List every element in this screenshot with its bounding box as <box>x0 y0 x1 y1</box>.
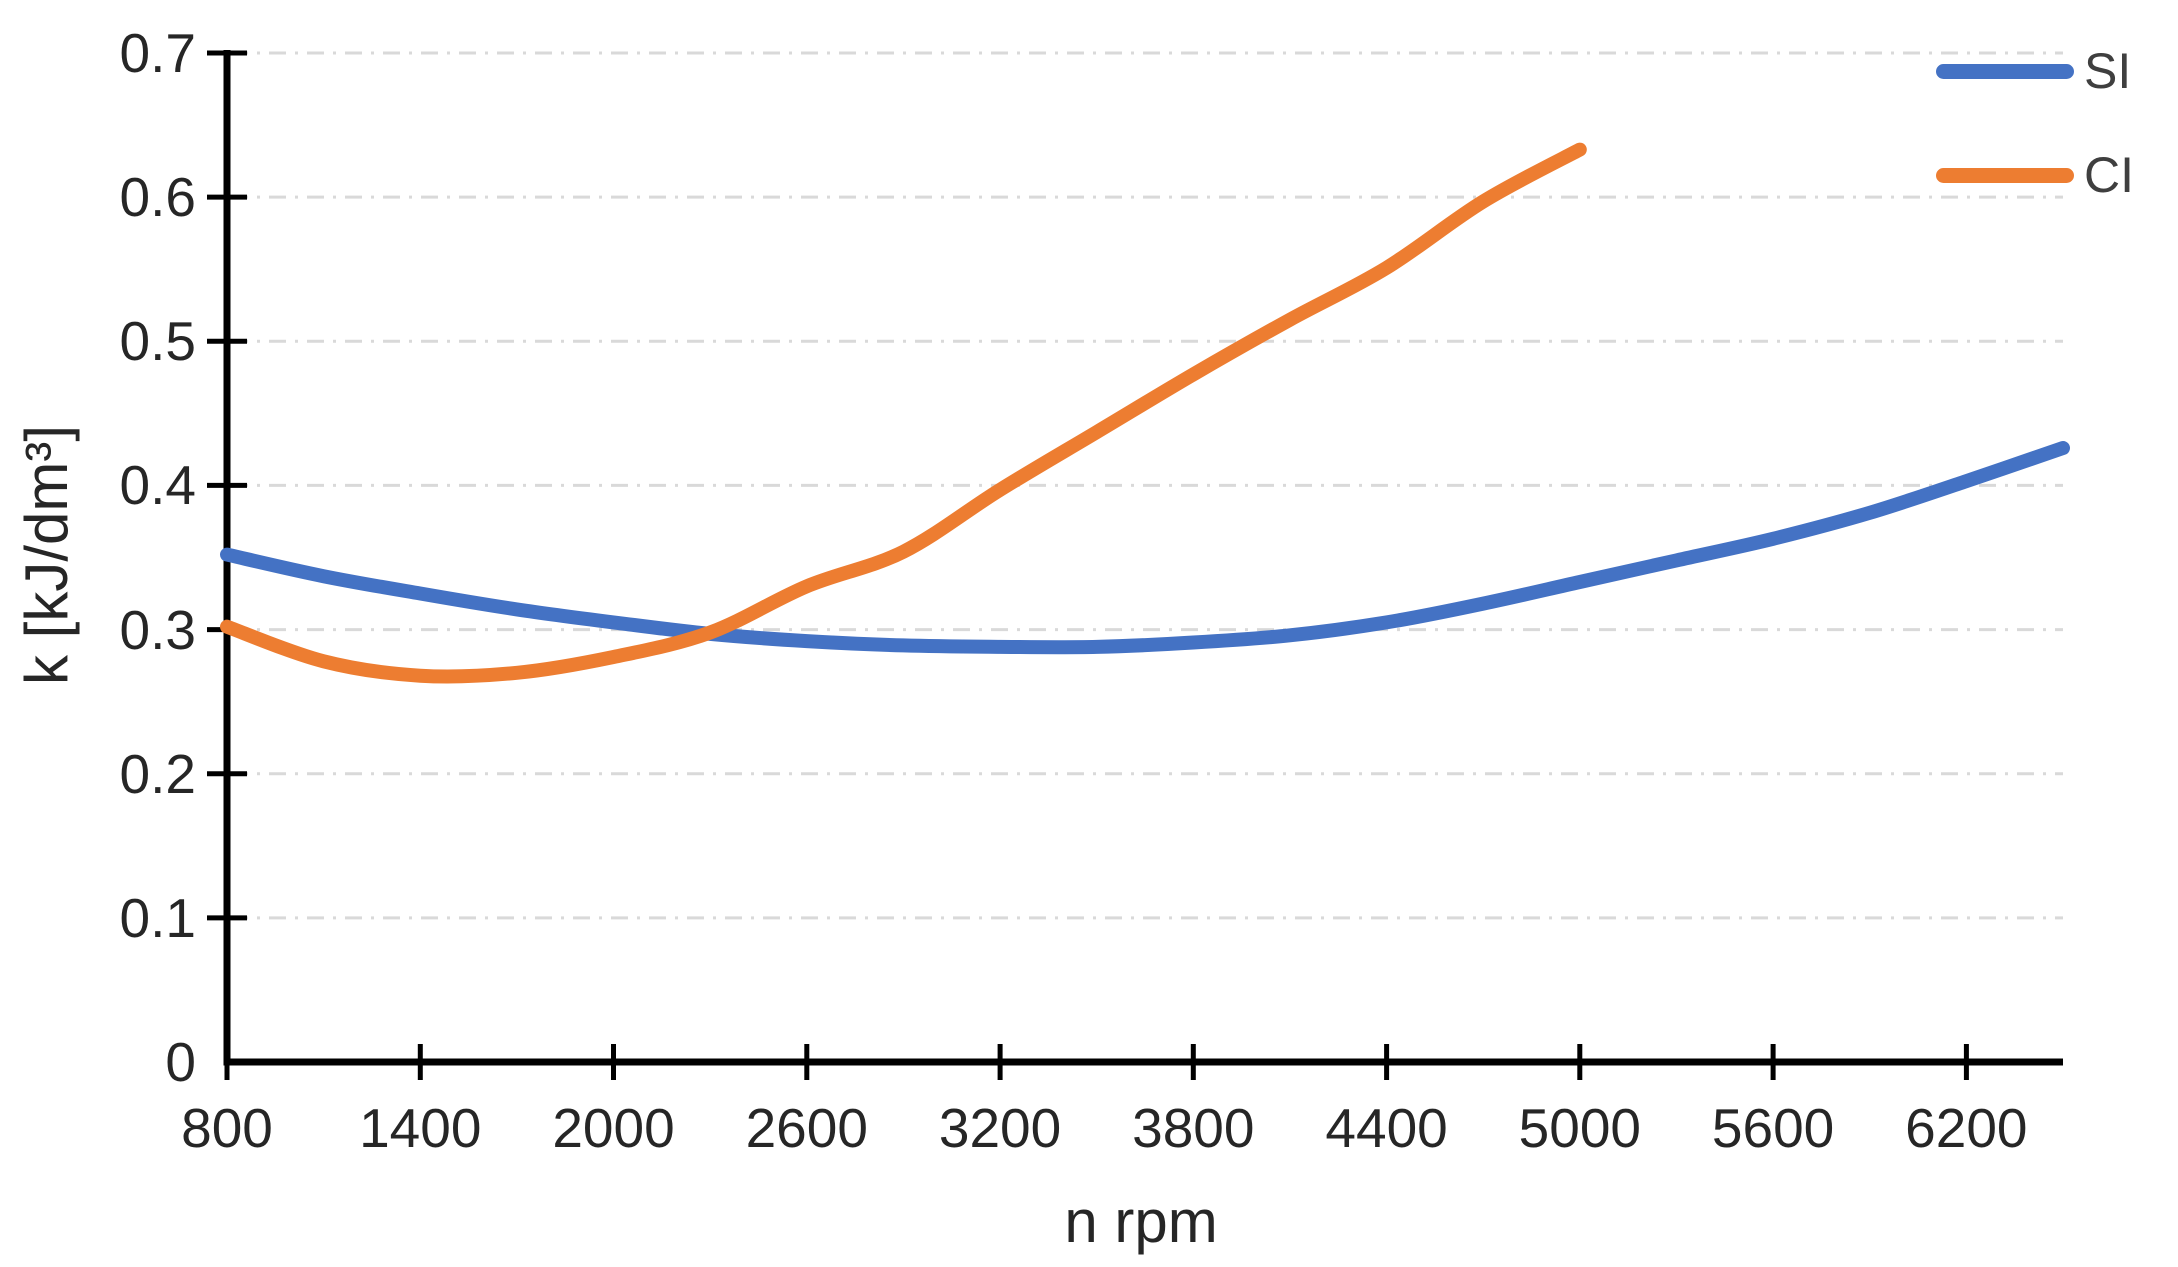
x-tick-label: 3800 <box>1132 1097 1255 1159</box>
series-line-ci <box>220 142 1587 684</box>
y-tick-label: 0.3 <box>119 598 196 661</box>
legend-item-ci: CI <box>1936 144 2134 206</box>
x-axis-title: n rpm <box>1064 1188 1218 1255</box>
x-tick-label: 5000 <box>1518 1097 1641 1159</box>
legend: SI CI <box>1936 40 2134 206</box>
x-tick-label: 2600 <box>745 1097 868 1159</box>
legend-label-ci: CI <box>2084 147 2134 203</box>
y-tick-label: 0 <box>165 1031 196 1093</box>
legend-line-si-icon <box>1936 63 2074 79</box>
legend-item-si: SI <box>1936 40 2134 102</box>
y-tick-label: 0.5 <box>119 310 196 373</box>
y-tick-label: 0.7 <box>119 22 196 84</box>
x-tick-label: 5600 <box>1711 1097 1835 1159</box>
y-tick-label: 0.1 <box>119 886 196 949</box>
x-tick-label: 2000 <box>552 1097 675 1159</box>
x-tick-label: 6200 <box>1905 1097 2028 1159</box>
x-tick-label: 3200 <box>938 1097 1062 1159</box>
x-tick-label: 1400 <box>359 1097 482 1159</box>
y-tick-label: 0.4 <box>119 454 196 517</box>
y-tick-label: 0.6 <box>119 166 196 229</box>
legend-line-ci-icon <box>1936 167 2074 183</box>
legend-label-si: SI <box>2084 43 2132 99</box>
series-line-si <box>220 441 2070 655</box>
x-tick-label: 4400 <box>1325 1097 1448 1159</box>
y-tick-label: 0.2 <box>119 742 196 805</box>
x-tick-label: 800 <box>181 1097 273 1159</box>
